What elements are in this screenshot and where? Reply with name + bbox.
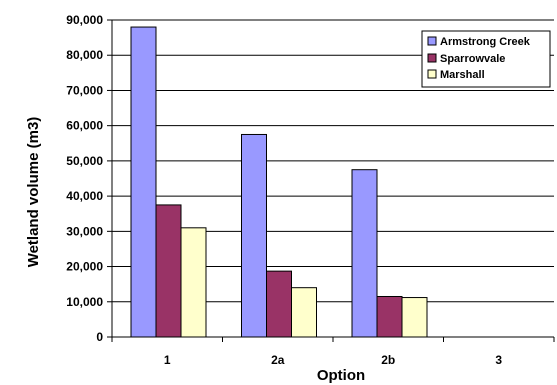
bar-armstrong-creek-2a — [241, 133, 267, 338]
x-tick-labels: 1 2a 2b 3 — [164, 353, 503, 367]
legend-label-marshall: Marshall — [440, 69, 485, 81]
legend-box — [421, 30, 551, 88]
bar-sparrowvale-2b — [376, 295, 403, 338]
y-tick-label: 30,000 — [66, 224, 103, 238]
bar-marshall-1 — [180, 227, 207, 338]
legend-swatch-sparrowvale — [427, 53, 437, 63]
x-tick-label: 2a — [271, 353, 285, 367]
y-tick-label: 0 — [96, 330, 103, 344]
bar-marshall-2a — [291, 287, 317, 338]
y-tick-label: 10,000 — [66, 295, 103, 309]
y-tick-label: 60,000 — [66, 119, 103, 133]
legend-swatch-marshall — [427, 69, 437, 79]
y-axis-title: Wetland volume (m3) — [25, 117, 42, 268]
y-tick-label: 20,000 — [66, 260, 103, 274]
bar-sparrowvale-2a — [266, 270, 292, 338]
y-tick-label: 70,000 — [66, 83, 103, 97]
x-tick-label: 2b — [381, 353, 395, 367]
legend-swatch-armstrong-creek — [427, 36, 437, 46]
bar-sparrowvale-1 — [155, 204, 182, 338]
x-tick-label: 1 — [164, 353, 171, 367]
bar-armstrong-creek-2b — [351, 169, 378, 338]
bar-armstrong-creek-1 — [130, 26, 157, 338]
y-tick-label: 40,000 — [66, 189, 103, 203]
y-tick-label: 80,000 — [66, 48, 103, 62]
y-tick-label: 50,000 — [66, 154, 103, 168]
y-tick-label: 90,000 — [66, 13, 103, 27]
y-tick-labels: 0 10,000 20,000 30,000 40,000 50,000 60,000 70,… — [66, 13, 103, 344]
legend-label-armstrong-creek: Armstrong Creek — [440, 36, 531, 48]
legend-label-sparrowvale: Sparrowvale — [440, 53, 505, 65]
x-axis-title: Option — [317, 367, 365, 384]
bar-marshall-2b — [401, 297, 428, 338]
legend: Armstrong Creek Sparrowvale Marshall — [421, 30, 551, 88]
x-tick-label: 3 — [495, 353, 502, 367]
axes — [111, 20, 555, 342]
bars — [130, 26, 428, 338]
